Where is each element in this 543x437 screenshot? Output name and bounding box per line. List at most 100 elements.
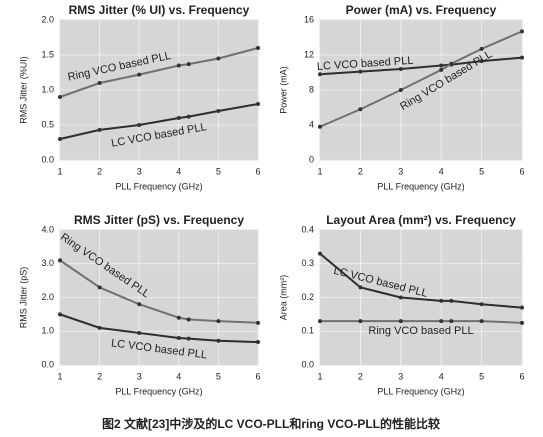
data-point xyxy=(479,302,484,307)
y-tick-label: 0.0 xyxy=(301,359,314,369)
data-point xyxy=(318,251,322,256)
data-point xyxy=(449,61,454,66)
data-point xyxy=(520,29,524,34)
x-axis-label: PLL Frequency (GHz) xyxy=(115,386,202,396)
y-axis-label: RMS Jitter (pS) xyxy=(18,267,28,329)
y-tick-label: 0 xyxy=(309,154,314,164)
data-point xyxy=(97,81,102,85)
y-tick-label: 1.0 xyxy=(41,84,54,94)
x-tick-label: 3 xyxy=(137,371,142,381)
y-tick-label: 3.0 xyxy=(41,258,54,268)
data-point xyxy=(439,298,444,303)
data-point xyxy=(58,95,62,99)
chart-title: RMS Jitter (% UI) vs. Frequency xyxy=(69,3,250,17)
data-point xyxy=(520,55,524,60)
data-point xyxy=(358,285,363,290)
x-tick-label: 5 xyxy=(479,371,484,381)
data-point xyxy=(176,116,181,120)
data-point xyxy=(449,298,454,303)
panel: RMS Jitter (% UI) vs. Frequency 0.0 0.5 1.0… xyxy=(18,3,260,191)
x-axis-label: PLL Frequency (GHz) xyxy=(377,181,464,191)
y-tick-label: 0.0 xyxy=(41,359,54,369)
data-point xyxy=(216,319,221,324)
data-point xyxy=(439,67,444,72)
data-point xyxy=(97,285,102,290)
chart-title: Layout Area (mm²) vs. Frequency xyxy=(326,213,516,227)
x-axis-label: PLL Frequency (GHz) xyxy=(115,181,202,191)
data-point xyxy=(176,336,181,340)
y-tick-label: 4 xyxy=(309,119,314,129)
x-tick-label: 1 xyxy=(57,166,62,176)
y-tick-label: 2.0 xyxy=(41,14,54,24)
x-tick-label: 2 xyxy=(358,371,363,381)
data-point xyxy=(520,305,524,310)
data-point xyxy=(479,59,484,64)
data-point xyxy=(398,295,403,300)
x-tick-label: 5 xyxy=(216,166,221,176)
data-point xyxy=(358,69,363,74)
y-tick-label: 16 xyxy=(304,14,314,24)
data-point xyxy=(97,127,102,132)
x-axis-label: PLL Frequency (GHz) xyxy=(377,386,464,396)
y-tick-label: 0.2 xyxy=(301,292,314,302)
chart-title: RMS Jitter (pS) vs. Frequency xyxy=(74,213,244,227)
data-point xyxy=(318,72,322,77)
data-point xyxy=(216,109,221,113)
data-point xyxy=(439,63,444,68)
caption: 图2 文献[23]中涉及的LC VCO-PLL和ring VCO-PLL的性能比… xyxy=(102,416,440,431)
x-tick-label: 2 xyxy=(97,166,102,176)
y-tick-label: 4.0 xyxy=(41,224,54,234)
data-point xyxy=(58,137,62,141)
x-tick-label: 3 xyxy=(398,166,403,176)
data-point xyxy=(58,258,62,263)
data-point xyxy=(318,319,322,324)
x-tick-label: 6 xyxy=(255,371,260,381)
chart-title: Power (mA) vs. Frequency xyxy=(346,3,497,17)
data-point xyxy=(176,315,181,320)
data-point xyxy=(137,330,142,335)
data-point xyxy=(216,56,221,61)
data-point xyxy=(449,319,454,324)
y-tick-label: 12 xyxy=(304,49,314,59)
data-point xyxy=(137,123,142,127)
y-tick-label: 1.5 xyxy=(41,49,54,59)
data-point xyxy=(186,114,191,119)
data-point xyxy=(479,319,484,324)
y-tick-label: 1.0 xyxy=(41,326,54,336)
data-point xyxy=(256,46,260,50)
series-label: Ring VCO based PLL xyxy=(368,325,473,337)
x-tick-label: 4 xyxy=(176,166,181,176)
x-tick-label: 5 xyxy=(216,371,221,381)
x-tick-label: 4 xyxy=(176,371,181,381)
y-tick-label: 0.1 xyxy=(301,326,314,336)
data-point xyxy=(256,102,260,106)
data-point xyxy=(520,320,524,325)
data-point xyxy=(97,325,102,330)
data-point xyxy=(137,72,142,77)
data-point xyxy=(398,319,403,324)
y-tick-label: 8 xyxy=(309,84,314,94)
x-tick-label: 1 xyxy=(317,371,322,381)
y-tick-label: 2.0 xyxy=(41,292,54,302)
panel: RMS Jitter (pS) vs. Frequency 0.0 1.0 2.0 3.… xyxy=(18,213,260,396)
x-tick-label: 2 xyxy=(97,371,102,381)
x-tick-label: 6 xyxy=(255,166,260,176)
data-point xyxy=(256,340,260,345)
x-tick-label: 4 xyxy=(439,166,444,176)
data-point xyxy=(479,46,484,51)
x-tick-label: 5 xyxy=(479,166,484,176)
x-tick-label: 1 xyxy=(57,371,62,381)
x-tick-label: 4 xyxy=(439,371,444,381)
y-tick-label: 0.0 xyxy=(41,154,54,164)
data-point xyxy=(439,319,444,324)
y-axis-label: Power (mA) xyxy=(278,66,288,114)
data-point xyxy=(398,67,403,71)
y-tick-label: 0.3 xyxy=(301,258,314,268)
data-point xyxy=(137,302,142,307)
y-tick-label: 0.4 xyxy=(301,224,314,234)
panel: Layout Area (mm²) vs. Frequency 0.0 0.1 0.2… xyxy=(278,213,524,396)
data-point xyxy=(358,319,363,324)
data-point xyxy=(58,312,62,317)
